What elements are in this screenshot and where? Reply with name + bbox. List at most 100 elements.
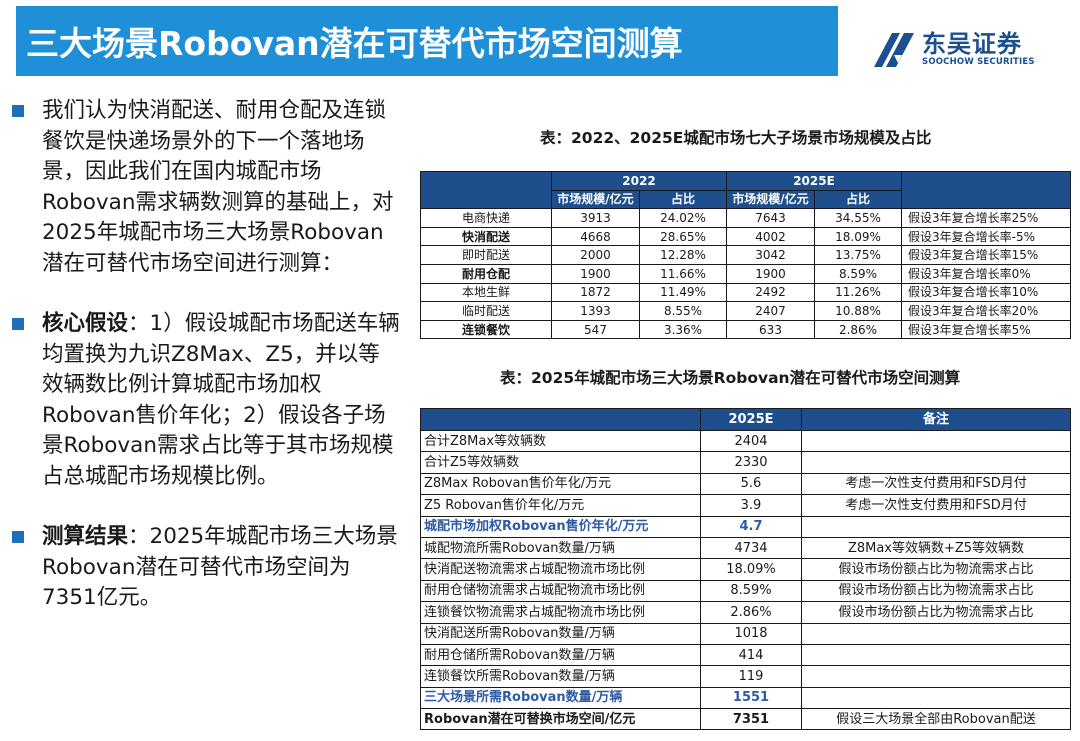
bullet-square-icon	[12, 531, 24, 543]
table-row: 本地生鲜 1872 11.49% 2492 11.26% 假设3年复合增长率10…	[420, 282, 1072, 303]
cell: 4002	[726, 226, 815, 247]
table-header-2025e: 2025E	[725, 171, 903, 191]
table-row: 合计Z5等效辆数 2330	[420, 451, 1071, 474]
cell: 3042	[726, 245, 815, 265]
cell: 28.65%	[639, 226, 727, 247]
cell: 1393	[551, 301, 640, 321]
cell: 2.86%	[700, 601, 802, 624]
cell: 1900	[551, 263, 640, 284]
table-header-note	[901, 170, 1072, 210]
cell-note	[801, 622, 1071, 645]
cell: 4.7	[700, 515, 802, 538]
cell-note	[801, 686, 1071, 710]
cell: 2000	[551, 245, 640, 265]
cell: 414	[700, 643, 802, 667]
row-label: 三大场景所需Robovan数量/万辆	[420, 686, 701, 710]
table-subheader: 占比	[813, 189, 903, 210]
table-row: Robovan潜在可替换市场空间/亿元 7351 假设三大场景全部由Robova…	[420, 708, 1071, 731]
cell: 1900	[726, 263, 815, 284]
table-row: 耐用仓配 1900 11.66% 1900 8.59% 假设3年复合增长率0%	[420, 263, 1072, 284]
cell-note: 假设三大场景全部由Robovan配送	[801, 708, 1071, 731]
cell: 24.02%	[639, 208, 727, 228]
row-label: 快消配送物流需求占城配物流市场比例	[420, 558, 701, 581]
bullet-square-icon	[12, 105, 24, 117]
bullet-text: ：2025年城配市场三大场景Robovan潜在可替代市场空间为7351亿元。	[42, 524, 398, 610]
cell-note	[801, 665, 1071, 688]
bullet-result: 测算结果：2025年城配市场三大场景Robovan潜在可替代市场空间为7351亿…	[10, 522, 400, 614]
cell-note	[801, 429, 1071, 453]
table-row: 耐用仓储所需Robovan数量/万辆 414	[420, 643, 1071, 667]
table-row: 临时配送 1393 8.55% 2407 10.88% 假设3年复合增长率20%	[420, 301, 1072, 321]
cell: 5.6	[700, 472, 802, 496]
cell: 1018	[700, 622, 802, 645]
table-row: Z5 Robovan售价年化/万元 3.9 考虑一次性支付费用和FSD月付	[420, 494, 1071, 517]
row-label: 连锁餐饮物流需求占城配物流市场比例	[420, 601, 701, 624]
cell: 34.55%	[813, 208, 903, 228]
cell: 3.9	[700, 494, 802, 517]
cell-note	[801, 515, 1071, 538]
table-row: 连锁餐饮 547 3.36% 633 2.86% 假设3年复合增长率5%	[420, 319, 1072, 340]
table-row: 城配物流所需Robovan数量/万辆 4734 Z8Max等效辆数+Z5等效辆数	[420, 536, 1071, 560]
row-label: 本地生鲜	[420, 282, 552, 303]
cell-note: 假设3年复合增长率10%	[901, 282, 1072, 303]
cell: 1872	[551, 282, 640, 303]
cell: 13.75%	[813, 245, 903, 265]
cell: 11.49%	[639, 282, 727, 303]
bullet-lead: 测算结果	[42, 524, 129, 549]
row-label: 合计Z8Max等效辆数	[420, 429, 701, 453]
cell: 2492	[726, 282, 815, 303]
cell: 8.55%	[639, 301, 727, 321]
table-row: 连锁餐饮物流需求占城配物流市场比例 2.86% 假设市场份额占比为物流需求占比	[420, 601, 1071, 624]
table2-caption: 表：2025年城配市场三大场景Robovan潜在可替代市场空间测算	[500, 369, 961, 387]
cell: 2407	[726, 301, 815, 321]
bullet-text: 我们认为快消配送、耐用仓配及连锁餐饮是快递场景外的下一个落地场景，因此我们在国内…	[42, 98, 394, 276]
row-label: 耐用仓配	[420, 263, 552, 284]
cell: 8.59%	[700, 579, 802, 603]
cell: 4668	[551, 226, 640, 247]
cell: 4734	[700, 536, 802, 560]
cell-note: 假设3年复合增长率5%	[901, 319, 1072, 340]
cell: 2404	[700, 429, 802, 453]
cell: 633	[726, 319, 815, 340]
bullet-list: 我们认为快消配送、耐用仓配及连锁餐饮是快递场景外的下一个落地场景，因此我们在国内…	[10, 96, 400, 614]
table-header-note: 备注	[801, 408, 1071, 431]
cell-note: 假设市场份额占比为物流需求占比	[801, 601, 1071, 624]
row-label: 城配市场加权Robovan售价年化/万元	[420, 515, 701, 538]
bullet-assumption: 核心假设：1）假设城配市场配送车辆均置换为九识Z8Max、Z5，并以等效辆数比例…	[10, 309, 400, 492]
table-header-blank	[420, 408, 701, 431]
table-row: 合计Z8Max等效辆数 2404	[420, 429, 1071, 453]
company-logo: 东吴证券 SOOCHOW SECURITIES	[872, 27, 1072, 71]
cell: 12.28%	[639, 245, 727, 265]
bullet-text: ：1）假设城配市场配送车辆均置换为九识Z8Max、Z5，并以等效辆数比例计算城配…	[42, 311, 400, 489]
cell-note: 假设3年复合增长率15%	[901, 245, 1072, 265]
cell: 2330	[700, 451, 802, 474]
row-label: 临时配送	[420, 301, 552, 321]
page-title: 三大场景Robovan潜在可替代市场空间测算	[26, 24, 683, 63]
cell: 1551	[700, 686, 802, 710]
cell-note: 考虑一次性支付费用和FSD月付	[801, 472, 1071, 496]
bullet-square-icon	[12, 318, 24, 330]
table-row: 即时配送 2000 12.28% 3042 13.75% 假设3年复合增长率15…	[420, 245, 1072, 265]
cell-note: 假设3年复合增长率20%	[901, 301, 1072, 321]
row-label: 城配物流所需Robovan数量/万辆	[420, 536, 701, 560]
table-row: 快消配送 4668 28.65% 4002 18.09% 假设3年复合增长率-5…	[420, 226, 1072, 247]
cell: 3.36%	[639, 319, 727, 340]
bullet-lead: 核心假设	[42, 311, 129, 336]
market-size-table: 2022 2025E 市场规模/亿元 占比 市场规模/亿元 占比 电商快递 39…	[420, 170, 1072, 340]
cell-note: 假设市场份额占比为物流需求占比	[801, 558, 1071, 581]
cell-note	[801, 451, 1071, 474]
title-bar: 三大场景Robovan潜在可替代市场空间测算	[16, 6, 838, 76]
table-subheader: 市场规模/亿元	[551, 189, 640, 210]
row-label: 连锁餐饮	[420, 319, 552, 340]
row-label: 合计Z5等效辆数	[420, 451, 701, 474]
table1-caption: 表：2022、2025E城配市场七大子场景市场规模及占比	[540, 129, 932, 147]
cell-note: 假设3年复合增长率0%	[901, 263, 1072, 284]
row-label: 快消配送	[420, 226, 552, 247]
cell: 7351	[700, 708, 802, 731]
table-header-blank	[420, 170, 552, 210]
cell: 3913	[551, 208, 640, 228]
cell: 10.88%	[813, 301, 903, 321]
table-row: 连锁餐饮所需Robovan数量/万辆 119	[420, 665, 1071, 688]
cell: 18.09%	[700, 558, 802, 581]
table-row: 三大场景所需Robovan数量/万辆 1551	[420, 686, 1071, 710]
